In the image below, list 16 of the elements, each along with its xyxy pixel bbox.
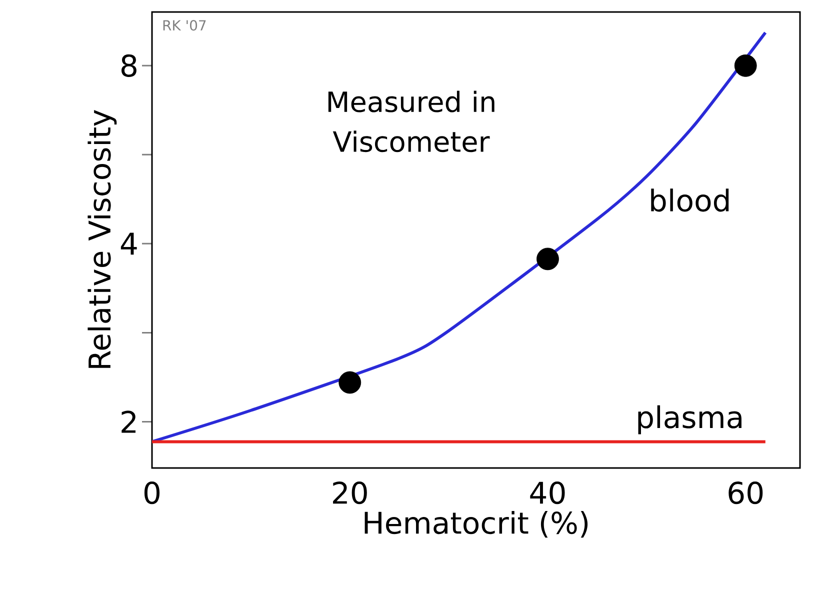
x-axis-title: Hematocrit (%) <box>364 510 588 538</box>
y-tick-label: 8 <box>121 54 136 77</box>
point <box>536 248 559 270</box>
series-label: plasma <box>638 405 742 434</box>
y-axis-title: Relative Viscosity <box>88 110 117 368</box>
y-tick-label: 2 <box>122 410 136 433</box>
annotation: Measured in Viscometer <box>328 90 494 152</box>
point <box>338 371 362 394</box>
point <box>734 54 757 77</box>
x-tick-label: 0 <box>144 481 160 504</box>
x-tick-label: 40 <box>530 481 565 504</box>
x-tick-label: 20 <box>333 481 367 504</box>
y-tick-label: 4 <box>120 232 137 255</box>
x-tick-label: 60 <box>728 481 763 504</box>
annotation: RK '07 <box>163 20 206 31</box>
series-label: blood <box>651 188 729 212</box>
